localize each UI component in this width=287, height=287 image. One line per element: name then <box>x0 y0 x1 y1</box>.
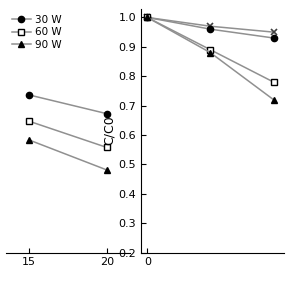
Legend: 30 W, 60 W, 90 W: 30 W, 60 W, 90 W <box>11 14 63 51</box>
Y-axis label: C/C0: C/C0 <box>102 116 116 146</box>
